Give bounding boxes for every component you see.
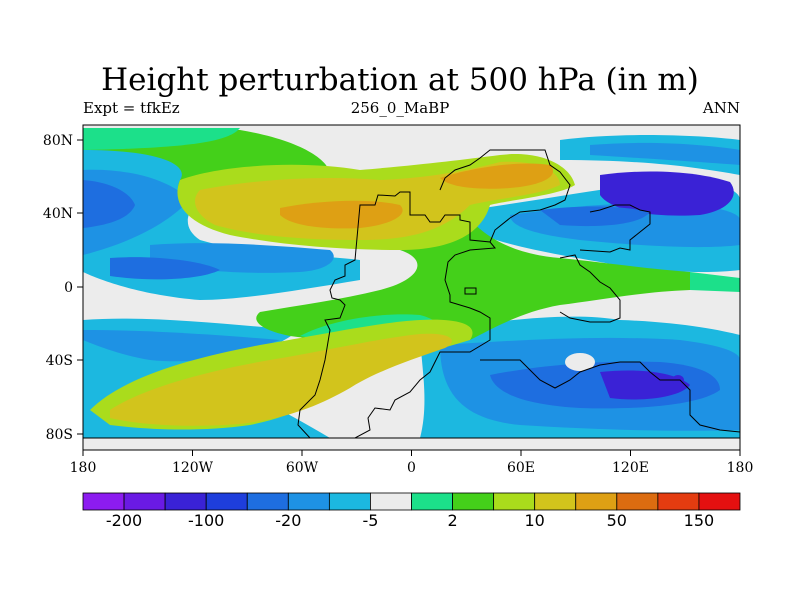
lon-tick-label: 120W bbox=[172, 460, 214, 476]
lon-tick-label: 120E bbox=[612, 460, 649, 476]
colorbar-label: -20 bbox=[275, 511, 301, 530]
colorbar-swatch bbox=[411, 492, 453, 511]
lat-tick-label: 40N bbox=[43, 206, 73, 222]
colorbar-swatch bbox=[493, 492, 536, 511]
latitude-tick-labels: 80N 40N 0 40S 80S bbox=[43, 133, 73, 443]
colorbar-swatch bbox=[370, 492, 412, 511]
case-label: 256_0_MaBP bbox=[350, 99, 450, 117]
colorbar-label: 10 bbox=[525, 511, 545, 530]
lat-tick-label: 80S bbox=[46, 427, 73, 443]
colorbar-swatch bbox=[657, 492, 700, 511]
colorbar-label: -200 bbox=[106, 511, 142, 530]
experiment-label: Expt = tfkEz bbox=[83, 99, 180, 117]
colorbar-swatch bbox=[698, 492, 741, 511]
colorbar-swatch bbox=[246, 492, 289, 511]
lon-tick-label: 0 bbox=[407, 460, 416, 476]
season-label: ANN bbox=[702, 99, 740, 117]
lat-tick-label: 40S bbox=[46, 353, 73, 369]
lon-tick-label: 60E bbox=[507, 460, 535, 476]
colorbar-label: 2 bbox=[447, 511, 457, 530]
height-field bbox=[83, 125, 740, 450]
colorbar-swatch bbox=[82, 492, 125, 511]
map-title: Height perturbation at 500 hPa (in m) bbox=[101, 62, 699, 98]
lat-tick-label: 80N bbox=[43, 133, 73, 149]
colorbar-swatch bbox=[205, 492, 248, 511]
colorbar-label: -100 bbox=[188, 511, 224, 530]
colorbar-swatch bbox=[164, 492, 207, 511]
colorbar-label: 150 bbox=[684, 511, 715, 530]
colorbar-swatch bbox=[575, 492, 618, 511]
colorbar-swatch bbox=[616, 492, 659, 511]
axis-ticks bbox=[77, 139, 741, 456]
lon-tick-label: 180 bbox=[70, 460, 97, 476]
colorbar-label: -5 bbox=[362, 511, 378, 530]
lon-tick-label: 60W bbox=[286, 460, 319, 476]
colorbar-label: 50 bbox=[607, 511, 627, 530]
colorbar-labels: -200 -100 -20 -5 2 10 50 150 bbox=[106, 511, 714, 530]
colorbar-swatch bbox=[534, 492, 577, 511]
colorbar bbox=[82, 492, 741, 511]
longitude-tick-labels: 180 120W 60W 0 60E 120E 180 bbox=[70, 460, 754, 476]
colorbar-swatch bbox=[123, 492, 166, 511]
colorbar-swatch bbox=[328, 492, 371, 511]
colorbar-swatch bbox=[287, 492, 330, 511]
colorbar-swatch bbox=[452, 492, 495, 511]
continent-outlines bbox=[83, 149, 740, 439]
lat-tick-label: 0 bbox=[64, 280, 73, 296]
lon-tick-label: 180 bbox=[727, 460, 754, 476]
